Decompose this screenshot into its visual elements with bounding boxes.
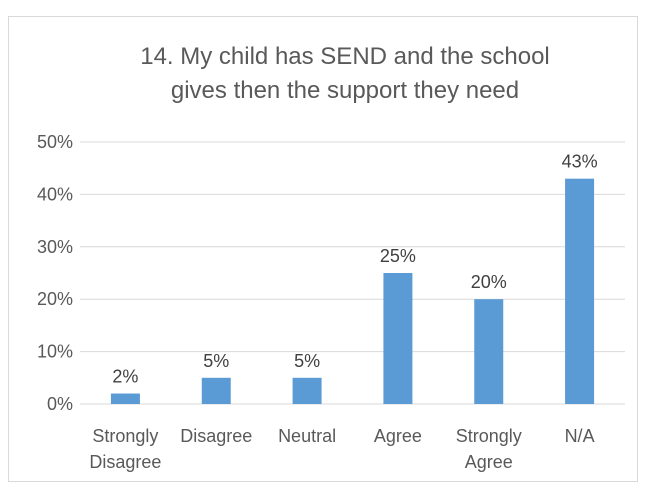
y-tick-label: 0% bbox=[47, 394, 73, 414]
data-label: 25% bbox=[380, 246, 416, 266]
chart-title: 14. My child has SEND and the school giv… bbox=[50, 40, 640, 108]
y-tick-label: 40% bbox=[37, 184, 73, 204]
category-label: Agree bbox=[374, 426, 422, 446]
data-label: 5% bbox=[203, 351, 229, 371]
x-axis-categories: Strongly Disagree Disagree Neutral Agree Stro… bbox=[89, 426, 594, 472]
chart-title-line-2: gives then the support they need bbox=[170, 77, 520, 104]
bar bbox=[565, 178, 595, 404]
data-label: 20% bbox=[471, 272, 507, 292]
y-tick-label: 10% bbox=[37, 342, 73, 362]
y-tick-label: 20% bbox=[37, 289, 73, 309]
chart-title-line-1: 14. My child has SEND and the school bbox=[140, 43, 550, 70]
bar bbox=[474, 299, 504, 404]
y-axis-ticks: 0% 10% 20% 30% 40% 50% bbox=[37, 132, 73, 414]
data-labels: 2% 5% 5% 25% 20% 43% bbox=[112, 152, 597, 387]
category-label: Strongly Disagree bbox=[89, 426, 161, 472]
data-label: 5% bbox=[294, 351, 320, 371]
bar bbox=[292, 377, 322, 404]
data-label: 2% bbox=[112, 367, 138, 387]
y-tick-label: 30% bbox=[37, 237, 73, 257]
data-label: 43% bbox=[562, 152, 598, 172]
category-label: Disagree bbox=[180, 426, 252, 446]
category-label: Strongly Agree bbox=[456, 426, 522, 472]
bar bbox=[201, 377, 231, 404]
y-tick-label: 50% bbox=[37, 132, 73, 152]
bars bbox=[110, 178, 595, 404]
category-label: Neutral bbox=[278, 426, 336, 446]
bar bbox=[383, 273, 413, 404]
gridlines bbox=[80, 141, 625, 405]
category-label: N/A bbox=[565, 426, 595, 446]
bar bbox=[110, 393, 140, 404]
